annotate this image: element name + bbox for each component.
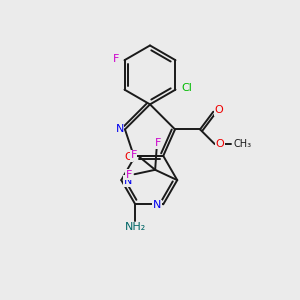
Text: Cl: Cl: [181, 83, 192, 93]
Text: N: N: [124, 176, 132, 186]
Text: F: F: [113, 54, 119, 64]
Text: F: F: [126, 170, 132, 180]
Text: O: O: [124, 152, 133, 162]
Text: N: N: [116, 124, 124, 134]
Text: NH₂: NH₂: [125, 222, 146, 232]
Text: F: F: [130, 150, 137, 160]
Text: O: O: [214, 105, 223, 115]
Text: N: N: [153, 200, 161, 210]
Text: O: O: [216, 139, 224, 149]
Text: CH₃: CH₃: [233, 139, 251, 149]
Text: F: F: [154, 138, 161, 148]
